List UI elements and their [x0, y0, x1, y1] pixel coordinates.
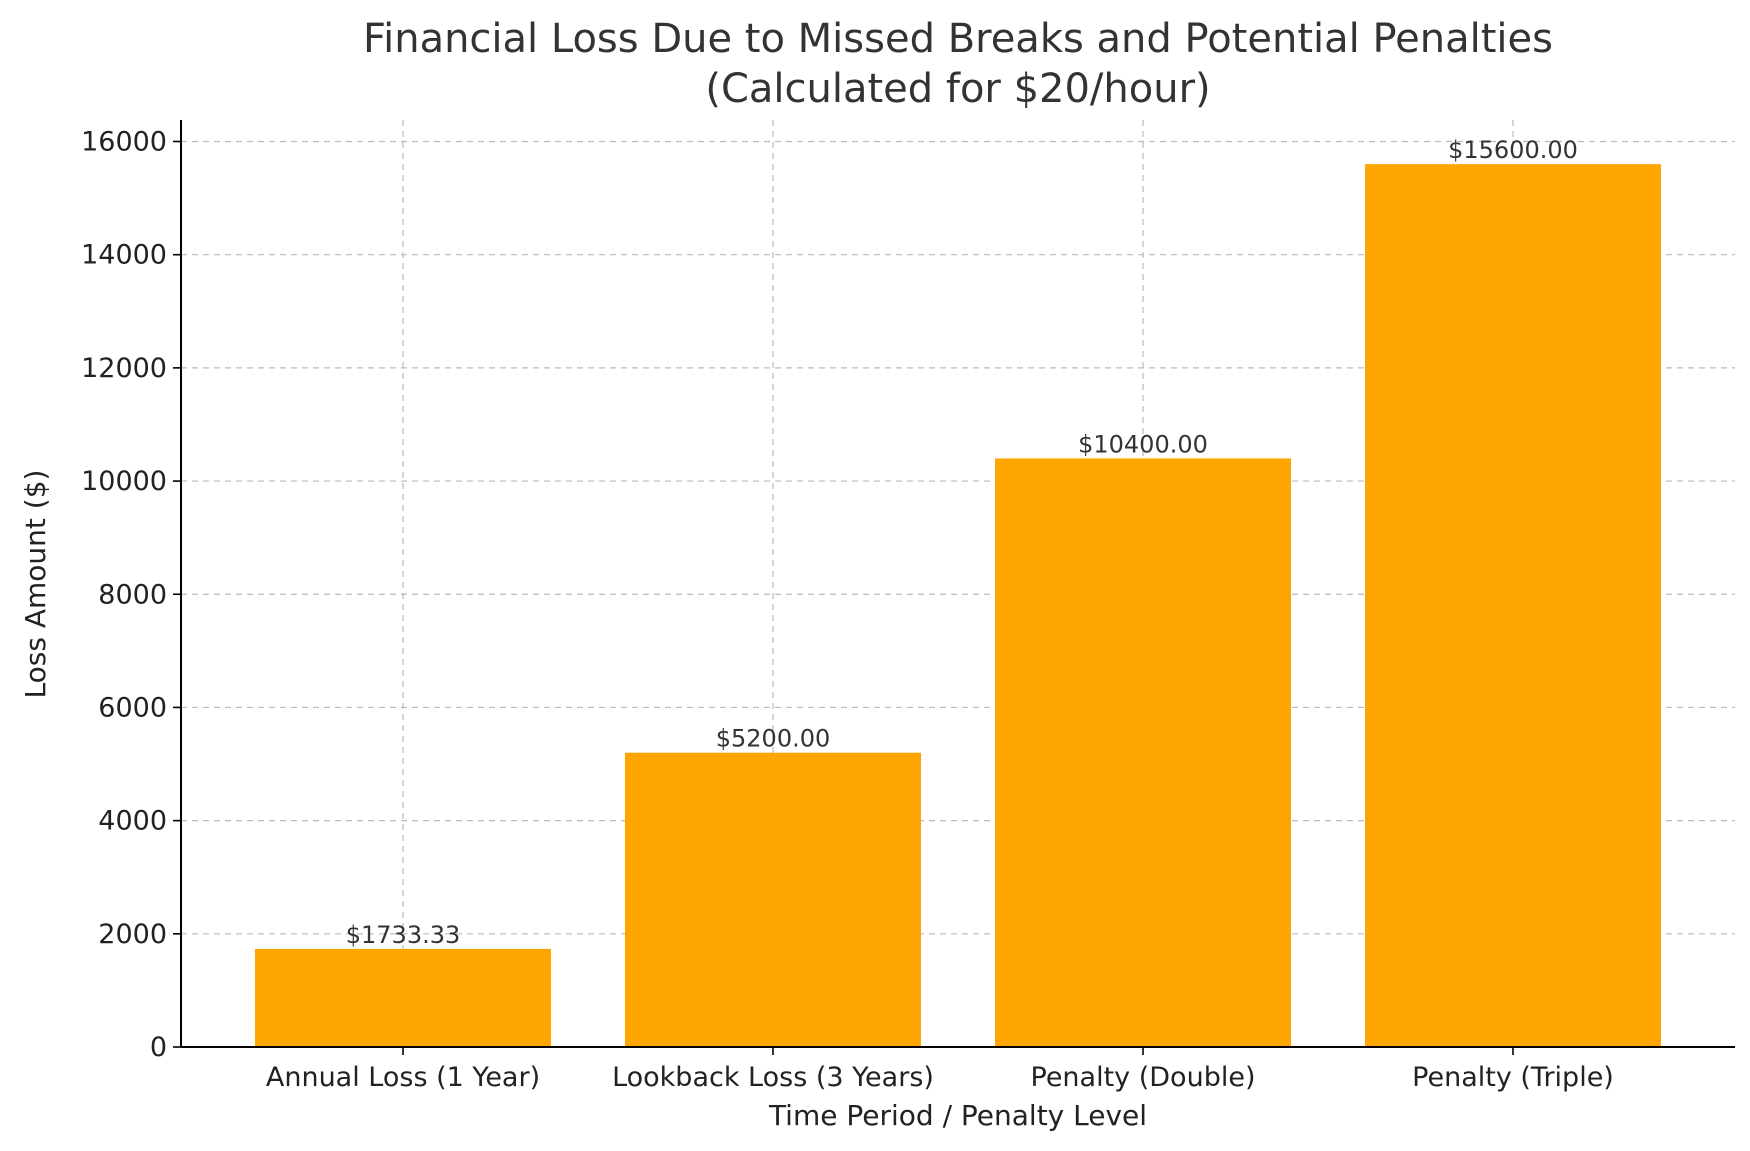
bar-value-label: $15600.00 [1448, 136, 1578, 164]
y-tick-label: 14000 [81, 240, 167, 271]
bar [995, 458, 1291, 1047]
x-axis-label: Time Period / Penalty Level [768, 1099, 1147, 1132]
axes: 0 2000 4000 6000 8000 10000 12000 14000 16000 Ann… [81, 120, 1735, 1093]
y-tick-label: 4000 [98, 806, 167, 837]
y-tick-label: 16000 [81, 127, 167, 158]
bar [255, 948, 551, 1047]
bar [1365, 164, 1661, 1048]
bar-value-label: $10400.00 [1078, 430, 1208, 458]
x-tick-label: Penalty (Triple) [1412, 1062, 1614, 1093]
bar-value-label: $5200.00 [716, 725, 831, 753]
chart-title-line2: (Calculated for $20/hour) [705, 66, 1210, 112]
y-tick-label: 6000 [98, 692, 167, 723]
y-axis-label: Loss Amount ($) [19, 470, 52, 699]
x-tick-label: Lookback Loss (3 Years) [612, 1062, 934, 1093]
chart-title-line1: Financial Loss Due to Missed Breaks and … [363, 16, 1553, 62]
y-tick-label: 10000 [81, 466, 167, 497]
x-tick-label: Annual Loss (1 Year) [266, 1062, 540, 1093]
y-tick-label: 12000 [81, 353, 167, 384]
bar-value-labels: $1733.33 $5200.00 $10400.00 $15600.00 [346, 136, 1578, 949]
y-tick-label: 0 [150, 1032, 167, 1063]
bar-value-label: $1733.33 [346, 921, 461, 949]
x-tick-label: Penalty (Double) [1031, 1062, 1256, 1093]
bar [625, 752, 921, 1047]
y-tick-label: 2000 [98, 919, 167, 950]
bars [255, 164, 1661, 1048]
y-tick-label: 8000 [98, 579, 167, 610]
